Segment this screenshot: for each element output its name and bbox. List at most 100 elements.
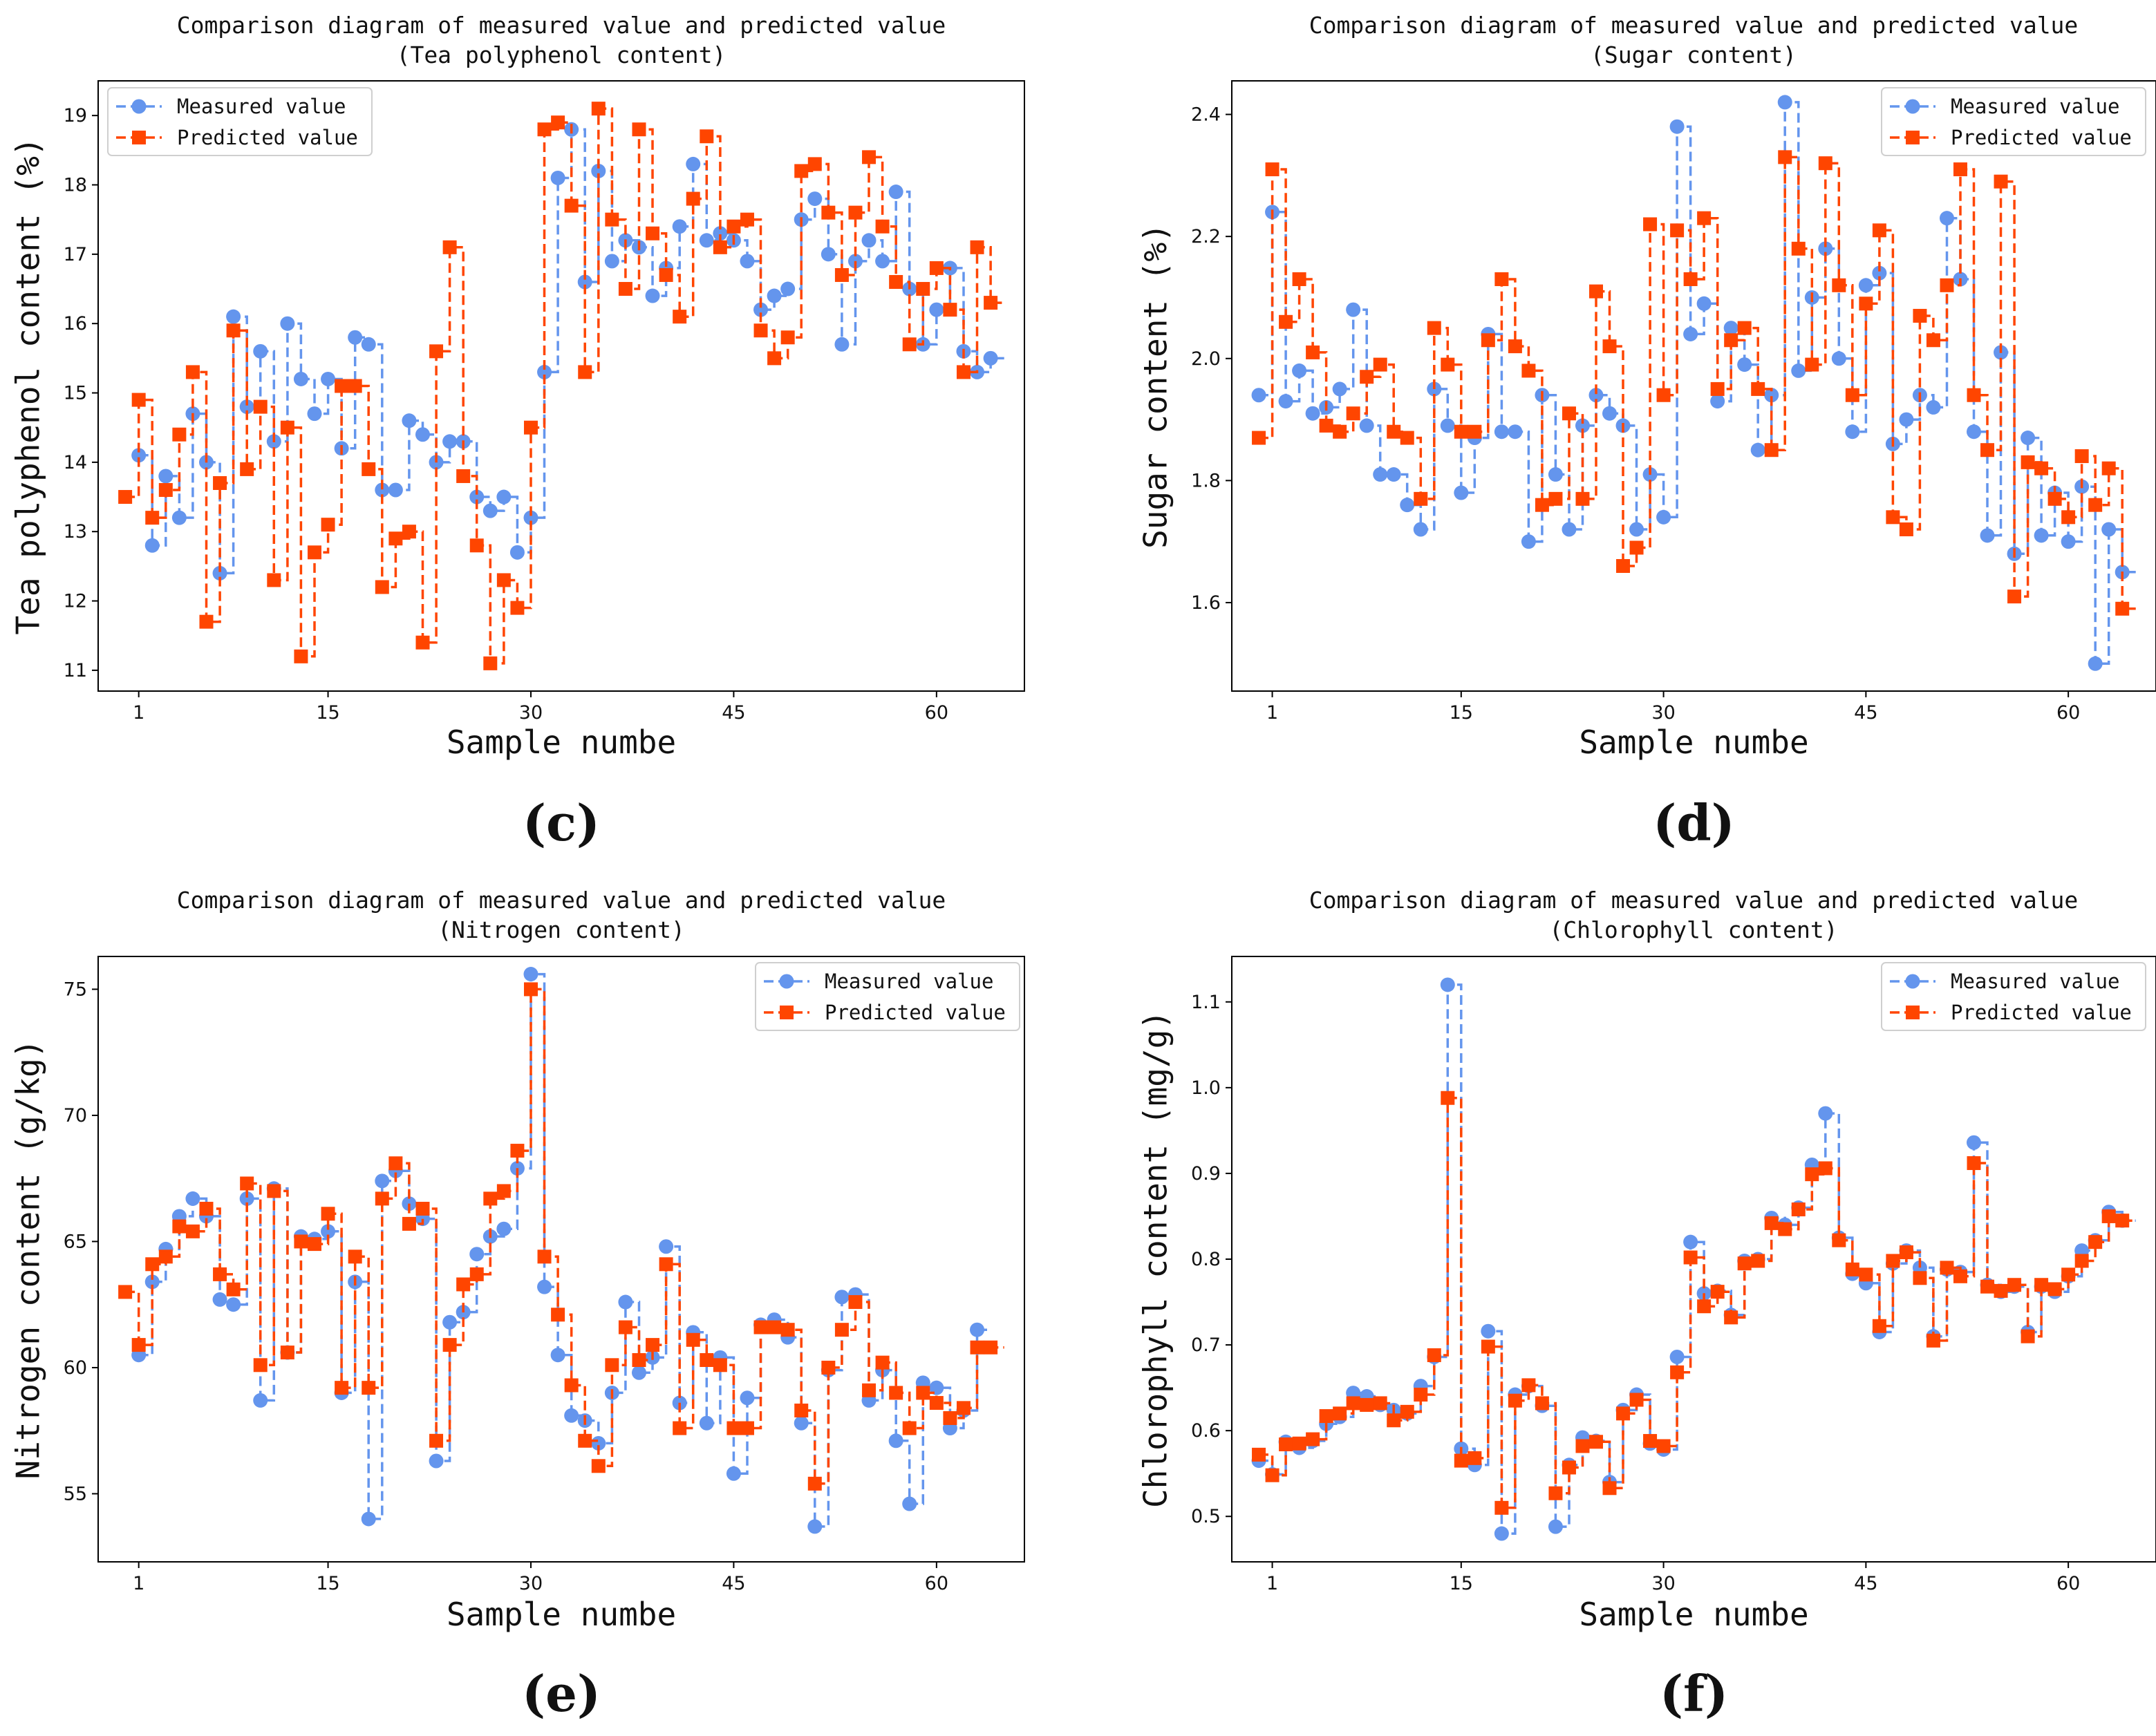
predicted-point: [1926, 1333, 1940, 1348]
predicted-point: [442, 1338, 457, 1352]
measured-point: [672, 219, 687, 234]
y-tick-label: 75: [64, 979, 87, 1000]
predicted-point: [1751, 1254, 1765, 1268]
measured-point: [1683, 1234, 1698, 1249]
predicted-point: [578, 365, 592, 379]
predicted-point: [970, 240, 984, 254]
chart-panel-c: Comparison diagram of measured value and…: [10, 12, 1025, 852]
predicted-point: [1656, 388, 1671, 402]
predicted-point: [1940, 1261, 1954, 1275]
predicted-point: [727, 219, 741, 234]
measured-point: [888, 1433, 903, 1449]
chart-title: Comparison diagram of measured value and…: [1309, 887, 2079, 914]
predicted-point: [834, 1323, 849, 1337]
predicted-point: [1454, 1453, 1468, 1468]
predicted-point: [1697, 1299, 1712, 1314]
measured-point: [442, 1314, 458, 1330]
predicted-point: [1588, 1435, 1603, 1449]
measured-point: [1305, 406, 1320, 421]
predicted-point: [862, 1383, 877, 1397]
predicted-point: [415, 635, 430, 650]
predicted-point: [362, 1381, 376, 1395]
predicted-point: [537, 122, 552, 137]
measured-point: [821, 247, 836, 262]
measured-point: [1845, 424, 1860, 440]
measured-point: [226, 309, 241, 324]
predicted-point: [1427, 321, 1441, 335]
panel-label: (f): [1660, 1664, 1728, 1723]
x-tick-label: 1: [1266, 1573, 1278, 1594]
y-tick-label: 16: [64, 313, 87, 334]
predicted-point: [118, 1285, 133, 1299]
measured-point: [618, 1294, 633, 1310]
predicted-point: [1764, 1216, 1779, 1230]
x-tick-label: 15: [1450, 702, 1473, 724]
predicted-point: [1737, 321, 1752, 335]
measured-point: [970, 1322, 985, 1337]
predicted-point: [646, 226, 660, 240]
predicted-point: [740, 1421, 754, 1435]
measured-point: [1980, 528, 1995, 543]
x-tick-label: 30: [519, 1573, 543, 1594]
predicted-point: [848, 205, 863, 220]
measured-point: [239, 1191, 254, 1206]
predicted-point: [929, 1396, 944, 1410]
predicted-point: [1629, 540, 1644, 555]
predicted-point: [1980, 1279, 1995, 1294]
measured-point: [780, 281, 796, 296]
predicted-point: [551, 1308, 565, 1322]
measured-point: [1575, 418, 1590, 433]
measured-point: [212, 1292, 227, 1307]
predicted-point: [916, 1386, 930, 1400]
predicted-point: [1387, 1413, 1401, 1428]
predicted-point: [673, 310, 687, 324]
predicted-point: [1832, 1233, 1846, 1247]
predicted-point: [226, 1282, 241, 1296]
predicted-point: [1886, 1254, 1900, 1268]
predicted-point: [1899, 1245, 1913, 1260]
measured-point: [1750, 442, 1765, 457]
measured-point: [1967, 424, 1982, 440]
predicted-point: [2115, 601, 2130, 616]
panel-label: (e): [522, 1664, 601, 1723]
x-axis-label: Sample numbe: [1579, 1596, 1808, 1633]
predicted-point: [1643, 1434, 1658, 1449]
predicted-point: [1683, 1250, 1698, 1265]
y-axis-label: Chlorophyll content (mg/g): [1137, 1010, 1174, 1508]
predicted-point: [591, 1459, 606, 1473]
measured-point: [1777, 95, 1792, 110]
measured-point: [388, 482, 403, 498]
legend-label: Measured value: [825, 970, 993, 993]
plot-frame: [97, 80, 1025, 692]
measured-point: [1278, 394, 1293, 409]
measured-point: [834, 1290, 850, 1305]
predicted-point: [240, 462, 254, 476]
measured-point: [523, 967, 538, 982]
measured-point: [537, 1279, 552, 1294]
predicted-point: [1737, 1256, 1752, 1271]
predicted-point: [780, 330, 795, 345]
predicted-point: [1926, 333, 1940, 348]
predicted-point: [956, 365, 971, 379]
x-tick-label: 1: [1266, 702, 1278, 724]
predicted-point: [1441, 357, 1455, 372]
predicted-point: [1616, 1406, 1631, 1421]
predicted-series: [118, 102, 1004, 670]
y-tick-label: 11: [64, 660, 87, 681]
predicted-point: [1535, 1396, 1549, 1410]
predicted-point: [1994, 174, 2008, 189]
predicted-point: [1616, 558, 1631, 573]
measured-point: [280, 316, 295, 331]
predicted-point: [1508, 339, 1522, 354]
panel-label: (d): [1653, 793, 1734, 852]
predicted-point: [496, 1184, 511, 1198]
legend-marker-circle: [779, 974, 794, 989]
predicted-point: [780, 1323, 795, 1337]
series-line: [125, 988, 1004, 1485]
predicted-point: [1333, 424, 1347, 439]
predicted-point: [753, 1320, 768, 1334]
measured-point: [239, 399, 254, 415]
predicted-point: [1306, 1432, 1320, 1446]
predicted-point: [713, 240, 727, 254]
predicted-point: [1778, 150, 1792, 164]
